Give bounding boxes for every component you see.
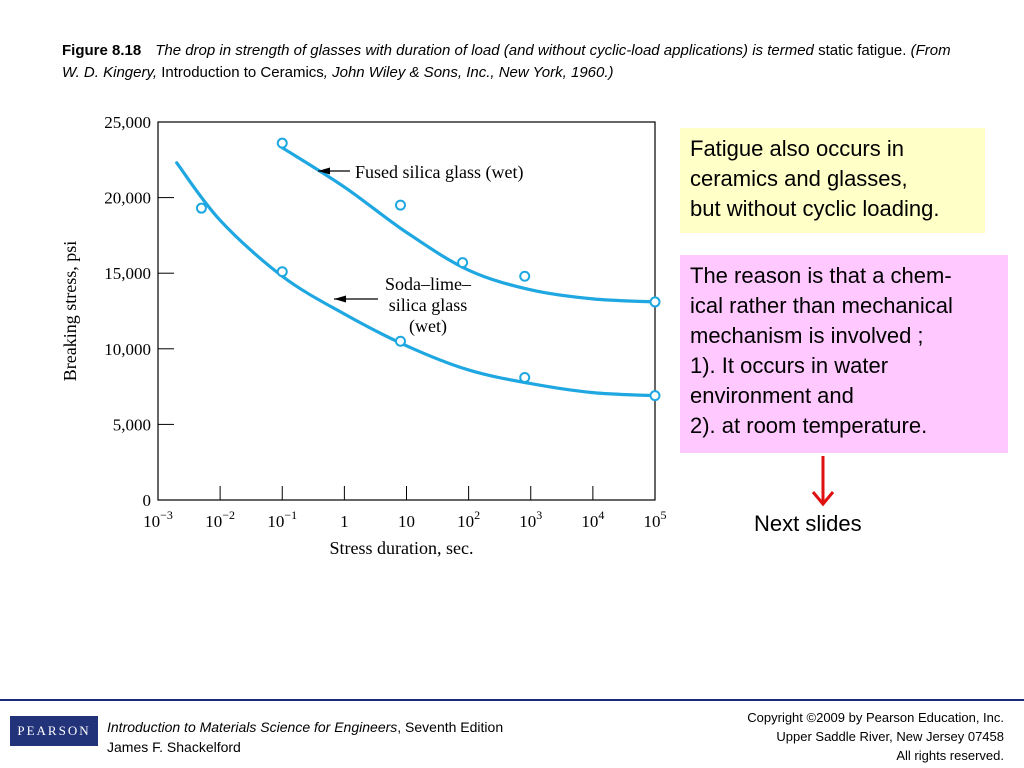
- x-tick-label: 104: [581, 508, 604, 531]
- note-line: 2). at room temperature.: [690, 413, 928, 438]
- caption-source-prefix: (From W. D. Kingery,: [62, 42, 951, 81]
- series-label: Fused silica glass (wet): [355, 162, 523, 183]
- note-line: but without cyclic loading.: [690, 196, 940, 221]
- note-line: Fatigue also occurs in: [690, 136, 904, 161]
- footer-divider: [0, 699, 1024, 701]
- x-tick-label: 10: [398, 512, 415, 531]
- note-line: environment and: [690, 383, 854, 408]
- note-line: ical rather than mechanical: [690, 293, 953, 318]
- data-point: [394, 199, 406, 211]
- x-tick-label: 10−2: [205, 508, 235, 531]
- fatigue-chart: 0 5,000 10,000 15,000 20,000 25,000 10−3 10−2 10…: [60, 113, 667, 558]
- copyright-line: All rights reserved.: [896, 748, 1004, 763]
- down-arrow-icon: [811, 456, 835, 507]
- book-edition: , Seventh Edition: [397, 719, 504, 735]
- note-fatigue: Fatigue also occurs in ceramics and glas…: [680, 128, 985, 233]
- data-point: [649, 390, 661, 402]
- x-tick-label: 103: [519, 508, 542, 531]
- copyright: Copyright ©2009 by Pearson Education, In…: [747, 708, 1004, 765]
- y-tick-label: 5,000: [113, 415, 151, 434]
- figure-caption: Figure 8.18 The drop in strength of glass…: [62, 40, 962, 84]
- x-tick-label: 105: [644, 508, 667, 531]
- caption-source-suffix: , John Wiley & Sons, Inc., New York, 196…: [323, 64, 614, 81]
- note-line: 1). It occurs in water: [690, 353, 889, 378]
- x-tick-label: 10−1: [267, 508, 297, 531]
- note-line: mechanism is involved ;: [690, 323, 924, 348]
- data-point: [457, 257, 469, 269]
- note-line: ceramics and glasses,: [690, 166, 908, 191]
- caption-source-title: Introduction to Ceramics: [161, 64, 324, 81]
- series-label: (wet): [409, 316, 447, 337]
- caption-text: The drop in strength of glasses with dur…: [155, 42, 814, 59]
- copyright-line: Copyright ©2009 by Pearson Education, In…: [747, 710, 1004, 725]
- pearson-logo: PEARSON: [10, 716, 98, 746]
- fused-label-pointer-head: [318, 167, 330, 175]
- x-tick-label: 102: [457, 508, 480, 531]
- data-point: [519, 372, 531, 384]
- data-point: [394, 335, 406, 347]
- book-author: James F. Shackelford: [107, 739, 241, 755]
- data-point: [195, 202, 207, 214]
- y-tick-label: 0: [143, 491, 152, 510]
- y-tick-label: 20,000: [104, 189, 151, 208]
- data-point: [519, 270, 531, 282]
- data-point: [276, 137, 288, 149]
- y-axis-label: Breaking stress, psi: [60, 241, 80, 381]
- note-line: The reason is that a chem-: [690, 263, 952, 288]
- copyright-line: Upper Saddle River, New Jersey 07458: [776, 729, 1004, 744]
- y-tick-label: 25,000: [104, 113, 151, 132]
- soda-label-pointer-head: [334, 295, 346, 303]
- data-point: [276, 266, 288, 278]
- series-curve: [280, 146, 657, 304]
- x-axis-label: Stress duration, sec.: [330, 538, 474, 558]
- x-tick-label: 10−3: [143, 508, 173, 531]
- note-reason: The reason is that a chem- ical rather t…: [680, 255, 1008, 453]
- series-label: Soda–lime–: [385, 274, 472, 294]
- book-title: Introduction to Materials Science for En…: [107, 719, 398, 735]
- x-tick-label: 1: [340, 512, 349, 531]
- y-tick-label: 15,000: [104, 264, 151, 283]
- series-label: silica glass: [389, 295, 468, 315]
- book-reference: Introduction to Materials Science for En…: [107, 717, 503, 757]
- next-slides-label: Next slides: [754, 511, 862, 536]
- figure-label: Figure 8.18: [62, 42, 142, 59]
- caption-term: static fatigue.: [818, 42, 907, 59]
- y-tick-label: 10,000: [104, 340, 151, 359]
- data-point: [649, 296, 661, 308]
